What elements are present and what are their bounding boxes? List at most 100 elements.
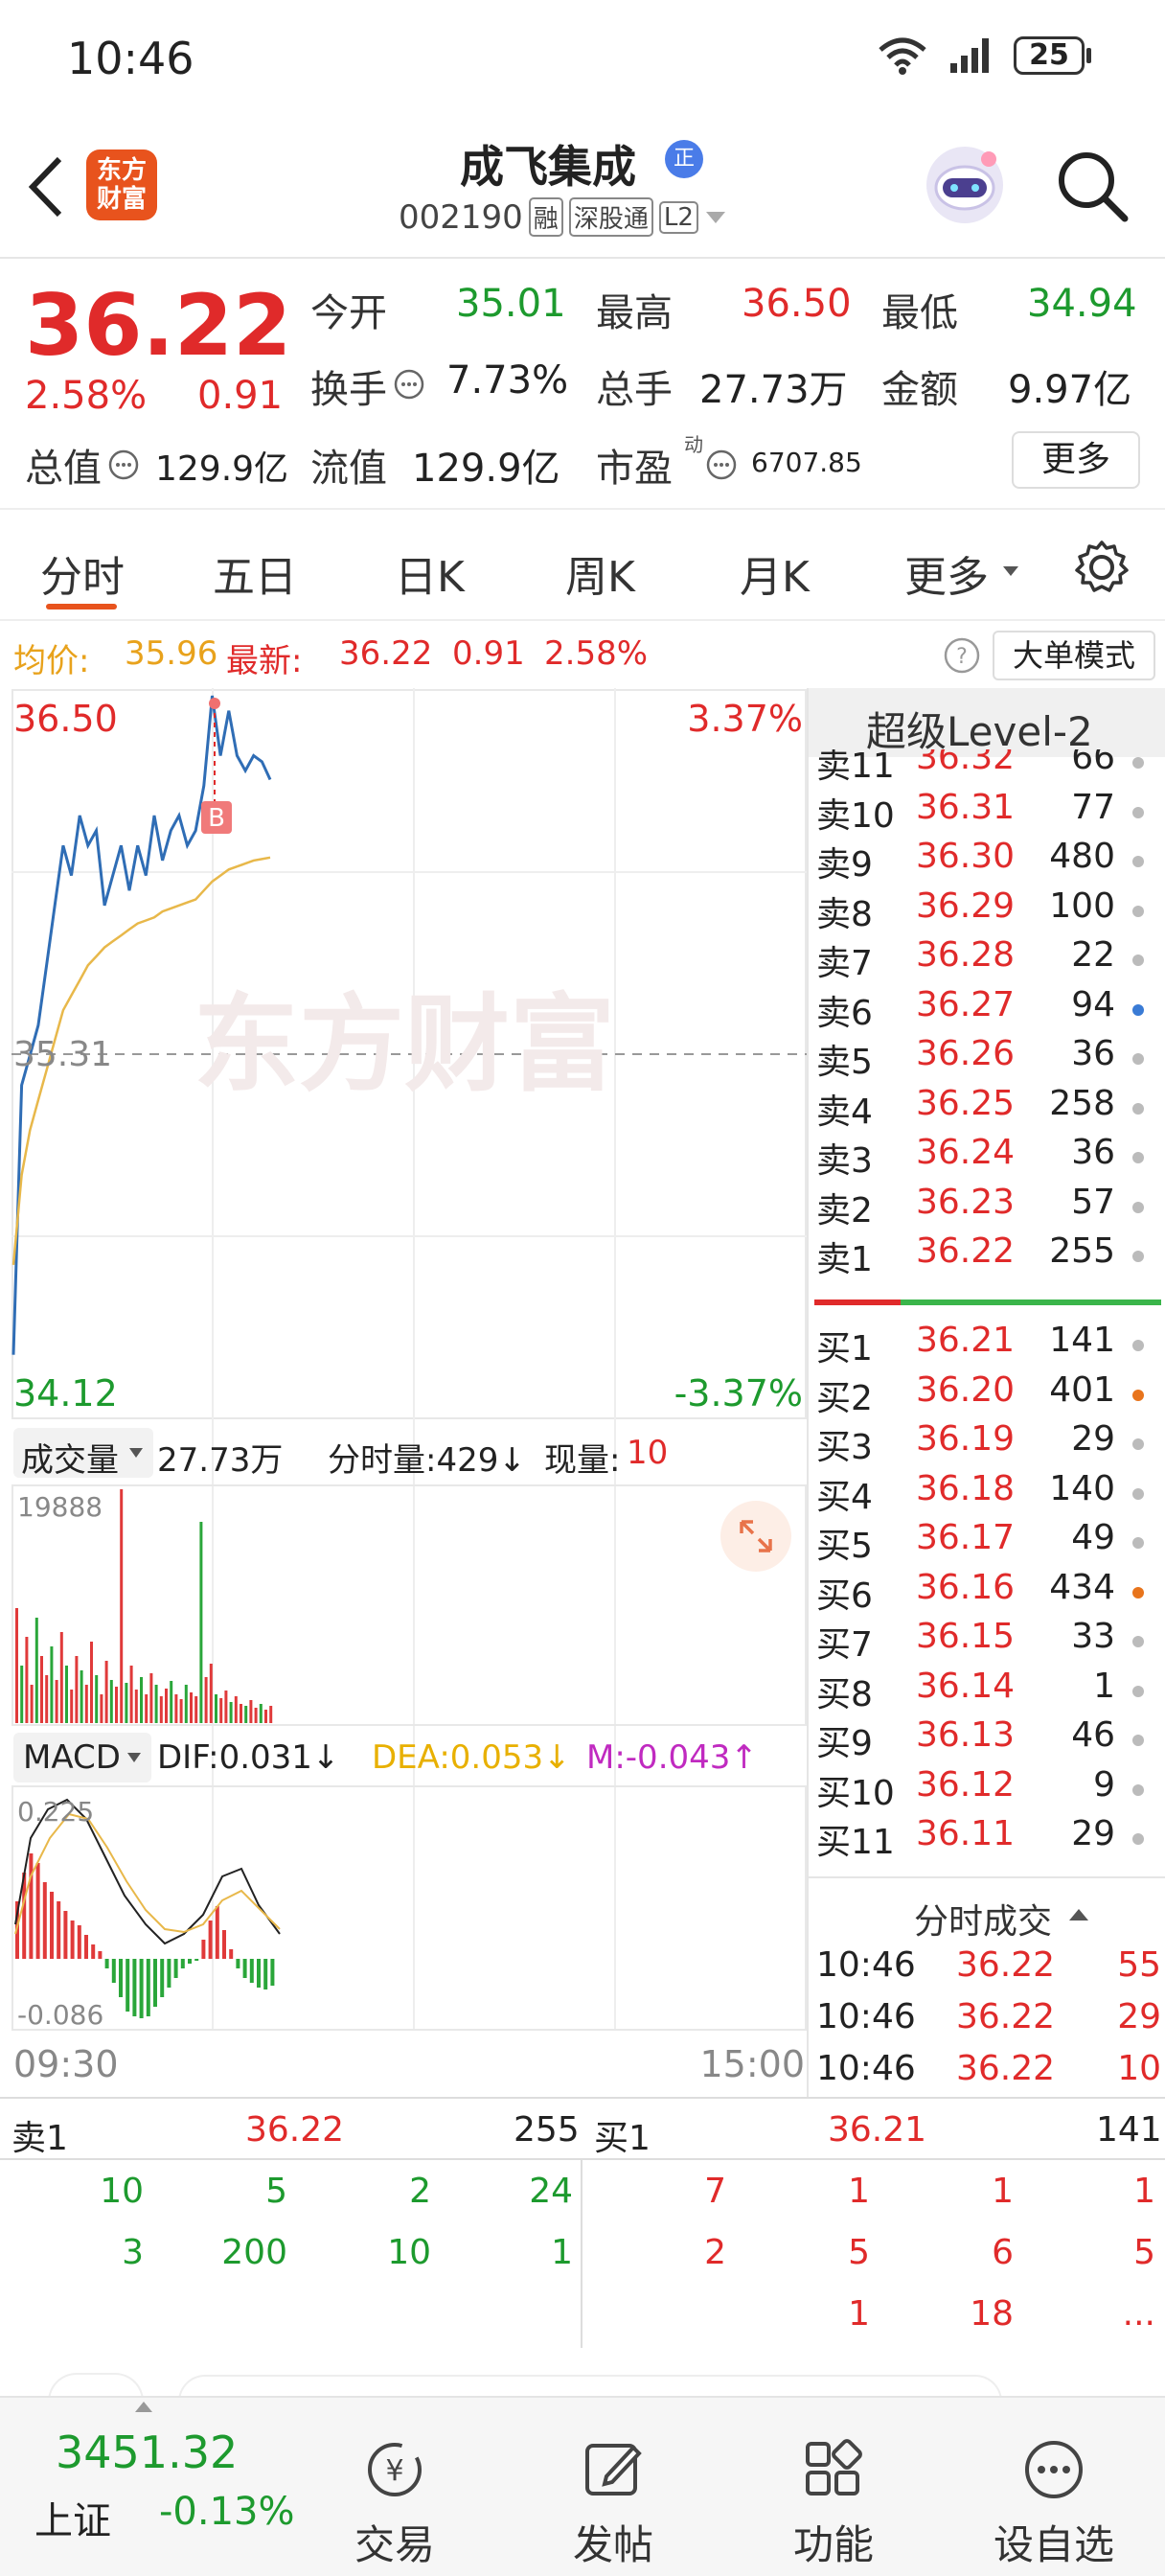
buy-volume: 140 [1049, 1468, 1115, 1508]
sell-queue: 10 5 2 24 3 200 10 1 [0, 2160, 581, 2348]
info-circle-icon[interactable] [107, 448, 140, 481]
sell-price: 36.29 [916, 886, 1016, 926]
buy-volume: 9 [1093, 1764, 1115, 1805]
help-icon[interactable]: ? [943, 636, 981, 675]
buy-row[interactable]: 买7 36.15 33 [809, 1617, 1163, 1667]
buy-row[interactable]: 买5 36.17 49 [809, 1518, 1163, 1568]
sell-row[interactable]: 卖5 36.26 36 [809, 1034, 1163, 1084]
trade-time: 10:46 [816, 1945, 916, 1985]
sell-row[interactable]: 卖3 36.24 36 [809, 1133, 1163, 1183]
trades-header[interactable]: 分时成交 [809, 1886, 1165, 1944]
sell-row[interactable]: 卖10 36.31 77 [809, 788, 1163, 838]
buy-row[interactable]: 买11 36.11 29 [809, 1814, 1163, 1864]
volume-bar [264, 1710, 267, 1723]
indicator-dot [1132, 1833, 1144, 1845]
tab-weekly-k[interactable]: 周K [565, 553, 635, 602]
macd-bar [146, 1959, 150, 2016]
tab-daily-k[interactable]: 日K [395, 553, 465, 602]
robot-assistant-icon[interactable] [922, 142, 1008, 228]
sell-row[interactable]: 卖6 36.27 94 [809, 985, 1163, 1035]
sell-row[interactable]: 卖9 36.30 480 [809, 837, 1163, 886]
tab-intraday[interactable]: 分时 [40, 553, 125, 602]
intraday-chart[interactable]: 东方财富 B 36.50 3.37% 35.31 34.12 -3.37% 成交… [11, 688, 807, 2097]
expand-button[interactable] [720, 1501, 791, 1572]
buy-row[interactable]: 买3 36.19 29 [809, 1419, 1163, 1469]
queue-cell: 5 [848, 2233, 870, 2272]
volume-selector[interactable]: 成交量 [13, 1428, 153, 1480]
tab-five-day[interactable]: 五日 [213, 553, 297, 602]
caret-down-icon[interactable] [1002, 565, 1019, 577]
latest-value: 36.22 [339, 634, 433, 673]
volume-frame [11, 1484, 807, 1726]
sell-row[interactable]: 卖2 36.23 57 [809, 1183, 1163, 1232]
battery-icon: 25 [1014, 36, 1085, 75]
volume-value: 27.73万 [699, 368, 848, 412]
buy-row[interactable]: 买9 36.13 46 [809, 1715, 1163, 1765]
index-ticker[interactable]: 3451.32 上证 -0.13% [17, 2415, 305, 2559]
gear-icon[interactable] [1073, 539, 1131, 596]
buy-row[interactable]: 买10 36.12 9 [809, 1765, 1163, 1815]
sell-row[interactable]: 卖8 36.29 100 [809, 886, 1163, 936]
nav-functions[interactable]: 功能 [738, 2436, 929, 2571]
bottom-nav: 3451.32 上证 -0.13% ¥ 交易 发帖 功能 设自选 [0, 2396, 1165, 2576]
time-end: 15:00 [699, 2043, 805, 2085]
buy-row[interactable]: 买4 36.18 140 [809, 1469, 1163, 1519]
sell-level-label: 卖9 [816, 845, 873, 885]
trade-volume: 55 [1117, 1945, 1161, 1985]
nav-trade[interactable]: ¥ 交易 [299, 2436, 491, 2571]
macd-bar [236, 1959, 240, 1968]
sell-price: 36.27 [916, 984, 1016, 1024]
sell-volume: 77 [1071, 787, 1115, 827]
tab-monthly-k[interactable]: 月K [740, 553, 810, 602]
sell-row[interactable]: 卖4 36.25 258 [809, 1084, 1163, 1134]
sell-row[interactable]: 卖7 36.28 22 [809, 935, 1163, 985]
buy-row[interactable]: 买6 36.16 434 [809, 1568, 1163, 1618]
sell-row[interactable]: 卖1 36.22 255 [809, 1231, 1163, 1276]
info-circle-icon[interactable] [705, 448, 738, 481]
buy-price: 36.17 [916, 1518, 1016, 1557]
volume-bar [120, 1489, 124, 1723]
chevron-down-icon[interactable] [704, 210, 727, 225]
macd-top: 0.225 [17, 1796, 95, 1828]
svg-text:?: ? [956, 645, 968, 669]
nav-add-watchlist[interactable]: 设自选 [958, 2436, 1150, 2571]
volume-bar [50, 1646, 54, 1723]
indicator-dot [1132, 1201, 1144, 1213]
macd-selector[interactable]: MACD [13, 1733, 151, 1782]
caret-up-icon[interactable] [134, 2400, 153, 2413]
macd-bar [57, 1901, 61, 1959]
volume-bar [254, 1708, 258, 1723]
sell-row[interactable]: 卖11 36.32 66 [809, 749, 1163, 788]
macd-bar [119, 1959, 123, 1997]
buy-row[interactable]: 买1 36.21 141 [809, 1321, 1163, 1370]
divider [809, 1876, 1165, 1878]
buy-row[interactable]: 买8 36.14 1 [809, 1667, 1163, 1716]
queue-cell: 7 [704, 2172, 726, 2211]
volume-bar [224, 1690, 228, 1723]
level2-header[interactable]: 超级Level-2 [809, 688, 1165, 757]
big-order-mode-button[interactable]: 大单模式 [993, 631, 1155, 680]
sell-price: 36.30 [916, 837, 1016, 876]
volume-bar [45, 1675, 49, 1723]
more-button[interactable]: 更多 [1012, 431, 1140, 489]
back-icon[interactable] [25, 153, 67, 220]
search-icon[interactable] [1054, 148, 1131, 224]
buy-row[interactable]: 买2 36.20 401 [809, 1370, 1163, 1420]
nav-post[interactable]: 发帖 [517, 2436, 709, 2571]
indicator-dot [1132, 1783, 1144, 1796]
volume-bar [40, 1656, 43, 1723]
info-circle-icon[interactable] [393, 368, 425, 401]
order-queue: 卖1 36.22 255 买1 36.21 141 10 5 2 24 3 200 10 1 … [0, 2097, 1165, 2348]
queue-cell: 5 [1133, 2233, 1155, 2272]
latest-percent: 2.58% [544, 634, 649, 673]
sell-volume: 36 [1071, 1034, 1115, 1073]
indicator-dot [1132, 1636, 1144, 1647]
level2-panel: 超级Level-2 卖11 36.32 66 卖10 36.31 77 卖9 36.30 480… [807, 688, 1165, 2097]
macd-bar [104, 1959, 109, 1968]
dif-line [14, 1798, 281, 1945]
volume-bar [209, 1664, 213, 1723]
tab-more[interactable]: 更多 [904, 553, 989, 602]
macd-bar [29, 1853, 34, 1959]
trades-title: 分时成交 [914, 1902, 1053, 1942]
macd-bar [42, 1882, 47, 1959]
